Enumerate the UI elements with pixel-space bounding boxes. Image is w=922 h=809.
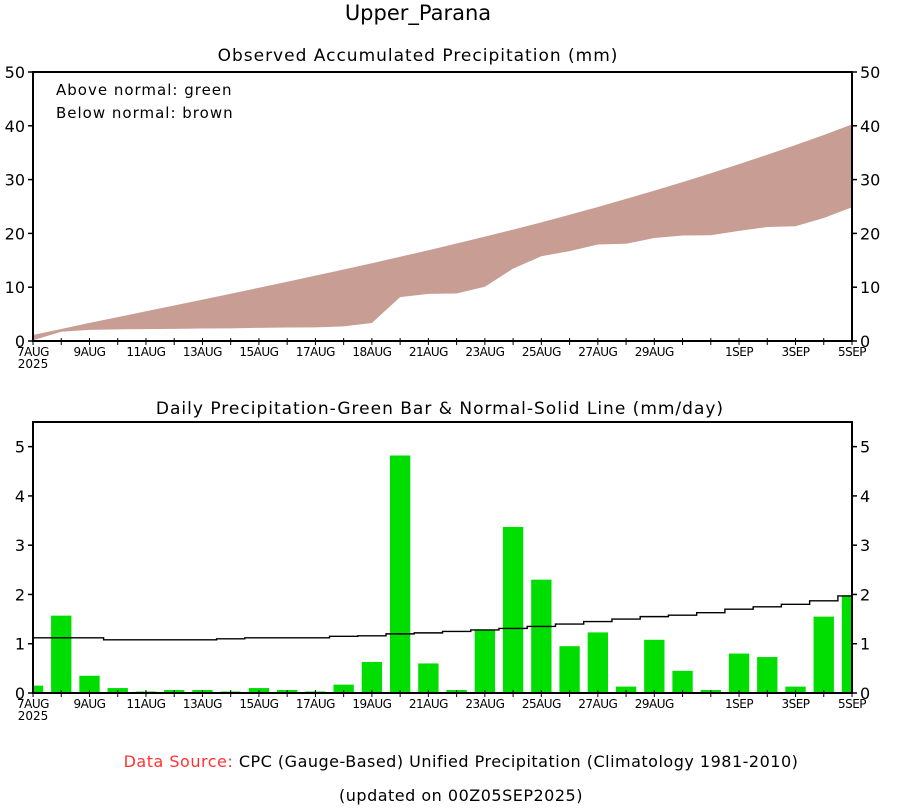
y-tick-label-right: 2 xyxy=(860,585,870,604)
x-tick-label: 11AUG xyxy=(126,345,165,359)
x-tick-label: 27AUG xyxy=(578,345,617,359)
x-tick-label: 3SEP xyxy=(781,345,809,359)
y-tick-label-left: 40 xyxy=(5,117,25,136)
daily-bar xyxy=(333,684,354,693)
bottom-plot-frame xyxy=(32,421,853,694)
daily-bar xyxy=(615,686,637,693)
x-tick-label: 23AUG xyxy=(465,697,504,711)
top-plot-frame xyxy=(32,71,853,342)
daily-bar xyxy=(841,595,852,693)
daily-bar xyxy=(474,630,496,693)
y-tick-label-left: 2 xyxy=(15,585,25,604)
x-tick-label: 9AUG xyxy=(74,345,106,359)
x-tick-label: 5SEP xyxy=(838,345,866,359)
daily-bar xyxy=(785,686,806,693)
y-tick-label-left: 0 xyxy=(15,332,25,351)
data-source-text: CPC (Gauge-Based) Unified Precipitation … xyxy=(238,752,799,771)
y-tick-label-right: 40 xyxy=(860,117,880,136)
y-tick-label-left: 1 xyxy=(15,635,25,654)
y-tick-label-left: 20 xyxy=(5,224,25,243)
x-tick-label: 11AUG xyxy=(126,697,165,711)
x-tick-label: 27AUG xyxy=(578,697,617,711)
daily-bar xyxy=(389,455,411,693)
daily-bar xyxy=(361,661,383,693)
x-tick-label: 25AUG xyxy=(522,345,561,359)
y-tick-label-right: 0 xyxy=(860,684,870,703)
x-tick-label: 1SEP xyxy=(725,697,753,711)
x-tick-label: 1SEP xyxy=(725,345,753,359)
x-tick-year-label: 2025 xyxy=(18,357,49,371)
x-tick-label: 25AUG xyxy=(522,697,561,711)
y-tick-label-right: 0 xyxy=(860,332,870,351)
page-title: Upper_Parana xyxy=(345,1,491,26)
normal-line xyxy=(33,595,852,641)
daily-bar xyxy=(33,685,44,693)
daily-bar xyxy=(79,675,100,693)
x-tick-label: 17AUG xyxy=(296,345,335,359)
x-tick-label: 13AUG xyxy=(183,345,222,359)
x-tick-label: 5SEP xyxy=(838,697,866,711)
x-tick-label: 17AUG xyxy=(296,697,335,711)
y-tick-label-left: 0 xyxy=(15,684,25,703)
x-tick-label: 3SEP xyxy=(781,697,809,711)
x-tick-label: 15AUG xyxy=(239,345,278,359)
bars-clip xyxy=(33,455,852,693)
daily-bar xyxy=(559,646,580,693)
x-tick-year-label: 2025 xyxy=(18,709,49,723)
y-tick-label-left: 4 xyxy=(15,487,25,506)
y-tick-label-right: 3 xyxy=(860,536,870,555)
y-tick-label-right: 10 xyxy=(860,278,880,297)
x-tick-label: 15AUG xyxy=(239,697,278,711)
daily-bar xyxy=(531,579,552,693)
daily-bar xyxy=(587,632,608,693)
legend-above: Above normal: green xyxy=(56,81,233,99)
daily-bar xyxy=(813,616,834,693)
daily-bar xyxy=(672,670,693,693)
daily-bar xyxy=(418,663,439,693)
legend-below: Below normal: brown xyxy=(56,104,234,122)
bottom-chart-title: Daily Precipitation-Green Bar & Normal-S… xyxy=(156,399,724,419)
daily-bar xyxy=(644,639,665,693)
x-tick-label: 21AUG xyxy=(409,697,448,711)
daily-bar xyxy=(757,657,778,693)
x-tick-label: 7AUG xyxy=(17,345,49,359)
y-tick-label-right: 50 xyxy=(860,63,880,82)
x-tick-label: 29AUG xyxy=(635,697,674,711)
x-tick-label: 29AUG xyxy=(635,345,674,359)
top-area-group xyxy=(33,124,852,341)
y-tick-label-left: 50 xyxy=(5,63,25,82)
x-tick-label: 23AUG xyxy=(465,345,504,359)
y-tick-label-left: 3 xyxy=(15,536,25,555)
daily-bar xyxy=(502,526,524,693)
top-chart-title: Observed Accumulated Precipitation (mm) xyxy=(218,46,619,66)
x-tick-label: 7AUG xyxy=(17,697,49,711)
updated-text: (updated on 00Z05SEP2025) xyxy=(339,786,583,805)
y-tick-label-right: 5 xyxy=(860,438,870,457)
x-tick-label: 19AUG xyxy=(352,697,391,711)
x-tick-label: 13AUG xyxy=(183,697,222,711)
data-source-label: Data Source: xyxy=(123,752,234,771)
below-normal-area xyxy=(33,124,852,341)
data-source-line: Data Source: CPC (Gauge-Based) Unified P… xyxy=(0,752,922,771)
y-tick-label-left: 30 xyxy=(5,171,25,190)
y-tick-label-right: 1 xyxy=(860,635,870,654)
y-tick-label-right: 4 xyxy=(860,487,870,506)
daily-bar xyxy=(728,653,750,693)
y-tick-label-left: 10 xyxy=(5,278,25,297)
y-tick-label-right: 20 xyxy=(860,224,880,243)
x-tick-label: 21AUG xyxy=(409,345,448,359)
y-tick-label-left: 5 xyxy=(15,438,25,457)
y-tick-label-right: 30 xyxy=(860,171,880,190)
bars-group xyxy=(33,455,852,693)
daily-bar xyxy=(51,615,72,693)
x-tick-label: 9AUG xyxy=(74,697,106,711)
x-tick-label: 18AUG xyxy=(352,345,391,359)
